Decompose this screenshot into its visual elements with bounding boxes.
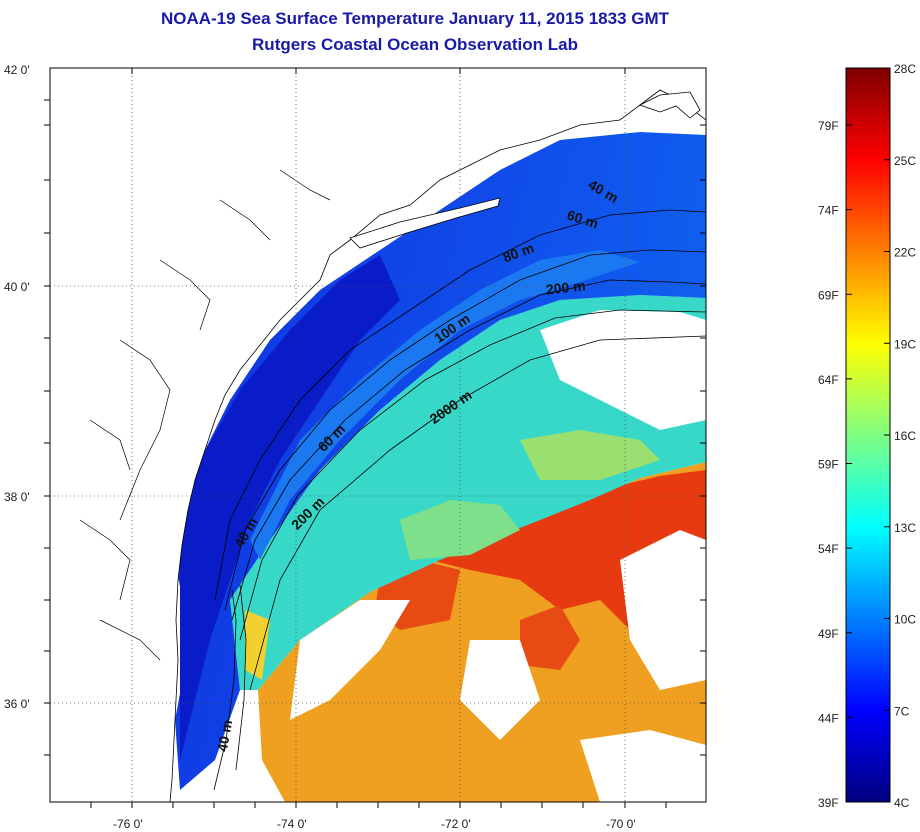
colorbar-label-f: 79F	[818, 119, 839, 133]
colorbar-label-c: 16C	[894, 429, 916, 443]
slope-water-patch	[400, 500, 520, 560]
lon-label: -76 0'	[113, 817, 143, 831]
lon-label: -74 0'	[277, 817, 307, 831]
depth-label-200m: 200 m	[545, 277, 586, 297]
long-island	[349, 197, 501, 249]
lon-label: -72 0'	[441, 817, 471, 831]
colorbar-label-c: 22C	[894, 246, 916, 260]
colorbar-label-f: 49F	[818, 627, 839, 641]
cloud-gap	[540, 310, 706, 430]
land	[50, 68, 706, 802]
depth-label-40m: 40 m	[214, 719, 235, 753]
colorbar-label-c: 13C	[894, 521, 916, 535]
colorbar-ticks	[846, 67, 890, 803]
colorbar-fahrenheit-labels: 79F 74F 69F 64F 59F 54F 49F 44F 39F	[818, 119, 839, 810]
map-subtitle: Rutgers Coastal Ocean Observation Lab	[252, 35, 578, 54]
colorbar-label-f: 44F	[818, 711, 839, 725]
shelf-water-cold	[175, 132, 706, 790]
cloud-gap	[290, 600, 410, 720]
colorbar-label-f: 54F	[818, 542, 839, 556]
map-panel: 40 m 60 m 80 m 200 m 100 m 2000 m 60 m 2…	[50, 68, 706, 802]
cloud-gap	[580, 730, 706, 802]
map-ticks	[44, 68, 706, 808]
nearshore-water	[180, 255, 400, 760]
shelf-front-yellow	[245, 610, 270, 680]
graticule	[50, 68, 706, 802]
colorbar-label-c: 7C	[894, 704, 910, 718]
colorbar-label-c: 19C	[894, 337, 916, 351]
colorbar-celsius-labels: 28C 25C 22C 19C 16C 13C 10C 7C 4C	[894, 62, 916, 810]
warm-patch	[520, 605, 580, 670]
lat-label: 42 0'	[4, 63, 30, 77]
coastline-detail	[79, 169, 331, 661]
colorbar-label-f: 59F	[818, 458, 839, 472]
depth-contours	[213, 209, 706, 791]
map-title: NOAA-19 Sea Surface Temperature January …	[160, 9, 670, 28]
cloud-gap	[620, 530, 706, 690]
slope-water-patch	[520, 430, 660, 480]
lon-label: -70 0'	[606, 817, 636, 831]
cape-cod	[638, 91, 701, 119]
colorbar	[845, 67, 891, 803]
colorbar-label-c: 10C	[894, 613, 916, 627]
colorbar-label-f: 39F	[818, 796, 839, 810]
colorbar-label-c: 4C	[894, 796, 910, 810]
lat-label: 36 0'	[4, 697, 30, 711]
colorbar-label-c: 28C	[894, 62, 916, 76]
slope-water	[230, 295, 706, 690]
cloud-gap	[460, 640, 540, 740]
colorbar-label-f: 74F	[818, 204, 839, 218]
colorbar-label-c: 25C	[894, 154, 916, 168]
colorbar-label-f: 64F	[818, 373, 839, 387]
lat-label: 40 0'	[4, 280, 30, 294]
lat-label: 38 0'	[4, 490, 30, 504]
colorbar-label-f: 69F	[818, 288, 839, 302]
